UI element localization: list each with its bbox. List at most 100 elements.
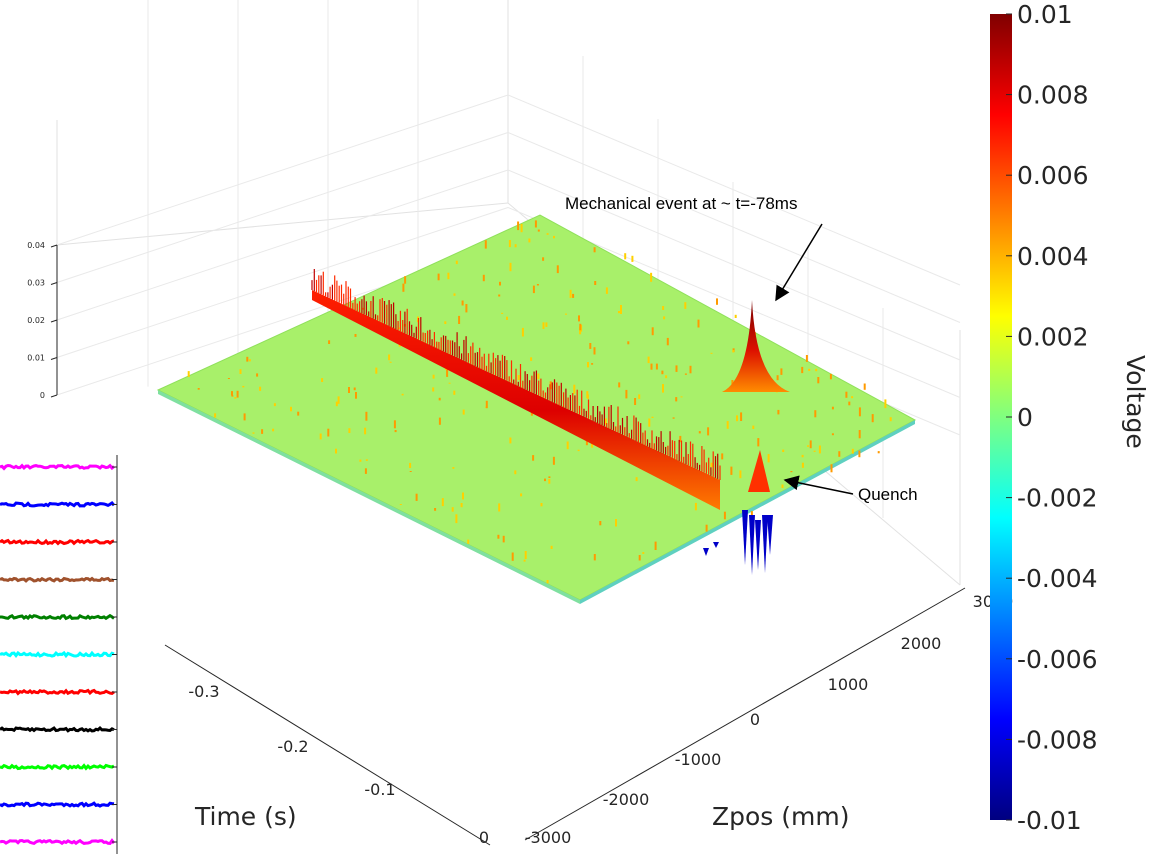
surface-speckle [337, 396, 340, 404]
surface-speckle [536, 284, 539, 286]
surface-speckle [707, 427, 710, 436]
surface-speckle [227, 378, 230, 379]
surface-speckle [694, 502, 697, 511]
surface-speckle [579, 326, 582, 335]
trace-line [0, 725, 115, 733]
surface-speckle [666, 337, 669, 346]
trace-line [0, 538, 115, 546]
surface-speckle [548, 476, 551, 478]
colorbar-tick-label: 0 [1017, 403, 1033, 432]
surface-speckle [808, 368, 811, 371]
surface-speckle [484, 240, 487, 249]
surface-speckle [650, 272, 653, 282]
surface-speckle [394, 430, 397, 433]
trace-line [0, 838, 116, 846]
surface-speckle [723, 511, 726, 520]
surface-speckle [736, 415, 738, 422]
surface-speckle [586, 391, 589, 399]
gridline [507, 169, 961, 361]
surface-speckle [530, 357, 533, 361]
surface-speckle [544, 478, 546, 482]
surface-speckle [716, 298, 718, 305]
surface-speckle [680, 396, 683, 398]
time-tick-label: -0.2 [277, 737, 308, 756]
surface-speckle [248, 359, 251, 362]
surface-speckle [523, 559, 526, 562]
surface-speckle [605, 287, 608, 294]
colorbar-tick-label: -0.01 [1017, 806, 1082, 835]
surface-speckle [710, 352, 713, 354]
surface-speckle [638, 555, 641, 561]
gridline [56, 94, 509, 246]
surface-speckle [290, 406, 292, 412]
zpos-tick-label: -2000 [603, 790, 650, 809]
surface-speckle [545, 322, 548, 327]
colorbar-tick-label: -0.004 [1017, 564, 1098, 593]
surface-speckle [261, 429, 264, 434]
surface-speckle [542, 257, 545, 261]
surface-speckle [243, 413, 246, 421]
surface-speckle [594, 281, 597, 285]
surface-speckle [242, 385, 245, 388]
surface-speckle [498, 503, 501, 512]
surface-speckle [509, 262, 512, 272]
surface-speckle [634, 398, 637, 405]
surface-speckle [335, 401, 338, 407]
surface-speckle [807, 445, 809, 447]
surface-speckle [675, 397, 678, 402]
surface-speckle [831, 433, 834, 436]
z-tick-label: 0.02 [27, 316, 45, 325]
surface-speckle [532, 455, 535, 461]
surface-speckle [625, 389, 628, 399]
surface-speckle [485, 400, 488, 409]
surface-speckle [231, 391, 233, 396]
surface-speckle [781, 484, 784, 488]
time-tick-label: -0.1 [364, 780, 395, 799]
surface-speckle [830, 464, 833, 473]
negative-spike [713, 542, 719, 548]
surface-speckle [415, 493, 418, 501]
surface-speckle [858, 407, 861, 417]
surface-speckle [546, 580, 549, 584]
z-tick-label: 0.01 [27, 354, 45, 363]
surface-speckle [465, 304, 468, 313]
surface-speckle [438, 417, 441, 425]
zpos-axis-line [524, 587, 966, 841]
surface-speckle [858, 430, 861, 439]
surface-speckle [801, 366, 804, 374]
surface-speckle [831, 406, 834, 410]
surface-speckle [573, 384, 576, 394]
surface-speckle [801, 454, 804, 458]
surface-speckle [809, 440, 812, 449]
surface-speckle [514, 244, 517, 248]
surface-speckle [534, 220, 537, 228]
surface-speckle [675, 365, 678, 372]
surface-speckle [348, 387, 350, 393]
surface-speckle [514, 470, 517, 475]
trace-line [0, 650, 115, 659]
surface-speckle [462, 409, 465, 415]
surface-speckle [455, 514, 458, 524]
surface-speckle [497, 534, 500, 539]
surface-speckle [620, 305, 622, 314]
surface-speckle [684, 373, 687, 375]
side-traces [0, 455, 118, 854]
surface-speckle [524, 551, 527, 559]
z-tick [50, 357, 58, 360]
surface-speckle [705, 524, 708, 532]
surface-speckle [546, 233, 549, 235]
y-axis-label: Zpos (mm) [712, 802, 849, 831]
surface-speckle [697, 319, 700, 328]
surface-speckle [569, 289, 572, 298]
colorbar-tick-label: 0.004 [1017, 242, 1089, 271]
surface-speckle [214, 413, 217, 418]
surface-plot [156, 214, 917, 604]
negative-spike [755, 520, 761, 570]
surface-speckle [672, 417, 675, 419]
surface-speckle [234, 397, 237, 399]
surface-speckle [734, 314, 737, 318]
surface-speckle [451, 507, 454, 512]
surface-speckle [499, 281, 501, 286]
surface-speckle [757, 438, 760, 447]
surface-speckle [506, 316, 508, 320]
